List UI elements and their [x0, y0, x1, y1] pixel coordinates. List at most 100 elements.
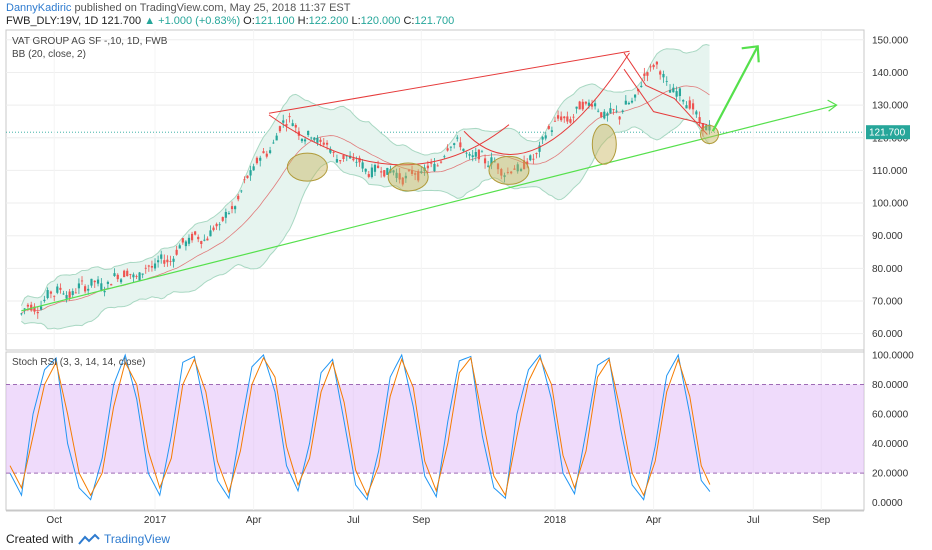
candle-body: [688, 100, 691, 109]
candle-body: [373, 164, 377, 172]
candle-body: [383, 170, 386, 177]
time-tick-label: Jul: [747, 515, 760, 526]
candle-body: [581, 101, 584, 110]
candle-body: [662, 73, 665, 78]
projection-arrow: [711, 45, 759, 132]
stoch-k-line: [9, 353, 711, 501]
time-axis[interactable]: Oct 2017 Apr Jul Sep 2018 Apr Jul Sep: [46, 515, 830, 526]
time-tick-label: Sep: [412, 515, 430, 526]
published-text: published on TradingView.com, May 25, 20…: [74, 2, 351, 14]
low-value: 120.000: [360, 15, 401, 27]
candle-body: [401, 177, 404, 185]
candle-body: [443, 156, 446, 158]
price-axis[interactable]: 150.000140.000130.000120.000110.000100.0…: [866, 35, 910, 340]
stoch-d-line: [9, 356, 711, 497]
highlight-ellipse: [591, 123, 617, 165]
candle-body: [246, 175, 249, 178]
candle-body: [468, 154, 471, 156]
close-label: C:: [403, 15, 415, 27]
candle-body: [566, 116, 569, 122]
candle-body: [355, 161, 358, 163]
candle-body: [200, 241, 203, 245]
candle-body: [380, 171, 383, 173]
candle-body: [190, 233, 194, 241]
candle-body: [150, 265, 154, 268]
candle-body: [282, 120, 285, 123]
last-price-tag-label: 121.700: [869, 128, 906, 139]
projection-arrowhead: [741, 45, 760, 63]
symbol-label[interactable]: FWB_DLY:19V, 1D: [6, 15, 99, 27]
candle-body: [265, 153, 268, 157]
candle-body: [43, 299, 46, 302]
candle-body: [459, 142, 462, 148]
stoch-axis[interactable]: 100.0000 80.0000 60.0000 40.0000 20.0000 0.00…: [872, 350, 914, 509]
candle-body: [163, 260, 166, 264]
candle-body: [46, 290, 49, 299]
footer: Created with TradingView: [0, 528, 932, 550]
candle-body: [392, 170, 395, 173]
candle-body: [275, 135, 278, 141]
time-tick-label: 2018: [544, 515, 567, 526]
candle-body: [510, 171, 513, 174]
candle-body: [483, 158, 487, 164]
candle-body: [184, 241, 188, 247]
candle-body: [523, 160, 526, 170]
candle-body: [342, 155, 345, 159]
last-price-tag: [866, 125, 910, 140]
candle-body: [335, 159, 339, 163]
price-tick-label: 60.000: [872, 329, 903, 340]
candle-body: [209, 230, 212, 237]
candle-body: [578, 101, 581, 110]
candle-body: [172, 258, 175, 262]
candle-body: [544, 135, 547, 139]
last-price: 121.700: [101, 15, 142, 27]
time-tick-label: 2017: [144, 515, 167, 526]
candle-body: [477, 149, 480, 160]
candle-body: [682, 100, 685, 102]
candle-body: [532, 158, 535, 160]
candle-body: [685, 105, 688, 109]
wedge-line: [623, 52, 708, 135]
candle-body: [212, 227, 215, 231]
drawings[interactable]: [21, 45, 838, 312]
candle-body: [487, 165, 490, 167]
price-tick-label: 140.000: [872, 68, 909, 79]
candle-body: [93, 280, 96, 283]
candle-body: [395, 172, 398, 179]
candle-body: [300, 138, 304, 142]
candles[interactable]: [20, 60, 711, 319]
candle-body: [49, 291, 53, 294]
candle-body: [376, 165, 380, 168]
candle-body: [668, 89, 672, 93]
candle-body: [480, 151, 484, 153]
candle-body: [556, 115, 560, 119]
candle-body: [430, 162, 433, 164]
candle-body: [96, 279, 100, 284]
candle-body: [433, 163, 436, 172]
candle-body: [643, 73, 646, 76]
candle-body: [691, 103, 695, 110]
candle-body: [194, 231, 197, 235]
high-value: 122.200: [308, 15, 349, 27]
cup-curve: [268, 114, 510, 166]
price-tick-label: 130.000: [872, 101, 909, 112]
candle-body: [187, 237, 191, 244]
candle-body: [519, 168, 523, 171]
candle-body: [221, 217, 224, 221]
candle-body: [672, 87, 675, 93]
candle-body: [332, 151, 335, 153]
candle-body: [303, 139, 307, 142]
candle-body: [367, 174, 370, 177]
candle-body: [74, 292, 77, 294]
author-link[interactable]: DannyKadiric: [6, 2, 72, 14]
time-tick-label: Oct: [46, 515, 62, 526]
candle-body: [410, 170, 414, 174]
candle-body: [659, 71, 662, 75]
time-tick-label: Jul: [347, 515, 360, 526]
candle-body: [652, 64, 655, 68]
candle-body: [218, 224, 221, 226]
tradingview-brand[interactable]: TradingView: [104, 532, 171, 546]
candle-body: [538, 145, 541, 152]
candle-body: [386, 167, 389, 175]
